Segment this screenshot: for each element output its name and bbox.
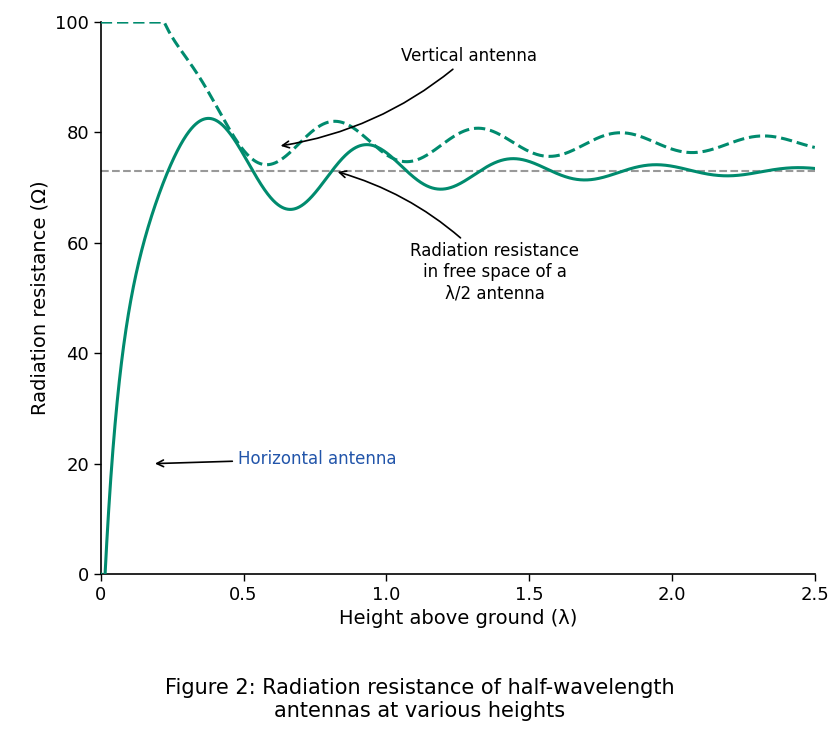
- Text: Vertical antenna: Vertical antenna: [282, 46, 537, 148]
- X-axis label: Height above ground (λ): Height above ground (λ): [339, 609, 577, 629]
- Text: Radiation resistance
in free space of a
λ/2 antenna: Radiation resistance in free space of a …: [339, 171, 580, 302]
- Y-axis label: Radiation resistance (Ω): Radiation resistance (Ω): [30, 181, 50, 415]
- Text: Figure 2: Radiation resistance of half-wavelength
antennas at various heights: Figure 2: Radiation resistance of half-w…: [165, 678, 675, 721]
- Text: Horizontal antenna: Horizontal antenna: [157, 450, 396, 467]
